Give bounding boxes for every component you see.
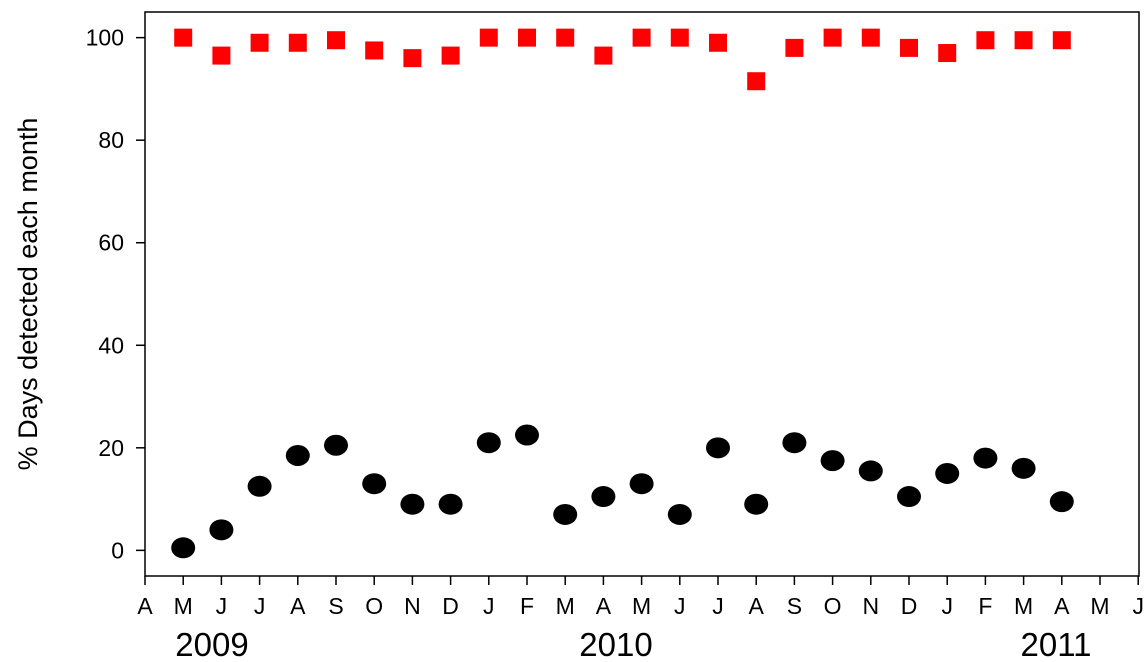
data-point-square [670,28,689,47]
data-point-circle [209,519,234,541]
data-point-square [365,41,384,60]
data-point-square [479,28,498,47]
x-month-label: A [1054,593,1070,619]
data-point-square [709,33,727,52]
x-month-label: O [824,593,842,619]
data-point-circle [400,493,425,515]
y-tick-label: 60 [98,230,124,256]
y-tick-label: 80 [98,127,124,153]
x-month-label: D [442,593,459,619]
x-year-label: 2010 [579,626,652,662]
x-month-label: D [901,593,918,619]
series-circle [171,424,1074,559]
data-point-square [785,38,804,57]
x-month-label: J [712,593,724,619]
data-point-square [861,28,880,47]
data-point-square [594,46,613,65]
data-point-square [1014,31,1033,50]
data-point-circle [667,503,692,525]
data-point-circle [553,503,578,525]
data-point-circle [629,473,654,495]
x-month-label: S [787,593,802,619]
data-point-square [632,28,651,47]
x-month-label: A [290,593,306,619]
data-point-circle [515,424,539,446]
data-point-circle [858,460,883,482]
x-month-label: M [1090,593,1109,619]
data-point-circle [438,493,463,515]
x-month-label: J [674,593,686,619]
data-point-circle [973,447,998,469]
data-point-square [747,72,766,91]
x-month-label: J [254,593,266,619]
data-point-circle [324,434,348,456]
data-point-square [938,44,957,63]
data-point-square [518,28,536,47]
x-month-label: M [174,593,193,619]
x-month-label: J [941,593,953,619]
x-month-label: A [137,593,153,619]
x-month-label: F [520,593,534,619]
data-point-square [823,28,842,47]
data-point-circle [820,450,845,472]
x-month-label: N [862,593,879,619]
x-month-label: M [632,593,651,619]
data-point-circle [935,462,960,484]
data-point-circle [171,537,196,559]
data-point-circle [897,486,921,508]
data-point-square [403,49,422,68]
x-month-label: O [365,593,383,619]
x-month-label: M [556,593,575,619]
x-month-label: S [328,593,343,619]
data-point-circle [476,432,501,454]
y-tick-label: 0 [111,537,124,563]
data-point-circle [744,493,769,515]
y-axis-title: % Days detected each month [13,118,43,471]
x-month-label: A [596,593,612,619]
x-month-label: M [1014,593,1033,619]
x-year-label: 2009 [175,626,248,662]
series-layer [171,28,1074,559]
x-year-label: 2011 [1021,626,1092,662]
data-point-circle [1011,457,1036,479]
x-month-label: A [749,593,765,619]
data-point-circle [362,473,387,495]
data-point-circle [247,475,272,497]
x-month-label: J [1132,593,1144,619]
y-tick-label: 40 [98,332,124,358]
data-point-square [288,33,307,52]
data-point-square [327,31,345,50]
data-point-square [1052,31,1071,50]
data-point-square [976,31,995,50]
data-point-circle [782,432,807,454]
data-point-circle [591,486,616,508]
data-point-square [212,46,231,65]
data-point-square [250,33,269,52]
x-month-label: J [216,593,228,619]
y-tick-label: 20 [98,435,124,461]
x-month-label: N [404,593,421,619]
data-point-circle [706,437,730,459]
data-point-square [556,28,575,47]
y-tick-label: 100 [86,25,124,51]
series-square [174,28,1071,91]
x-month-label: F [978,593,992,619]
data-point-circle [1049,491,1074,513]
y-axis: 0 20 40 60 80 100 [86,25,145,563]
data-point-square [174,28,193,47]
data-point-circle [285,445,310,467]
data-point-square [441,46,460,65]
x-month-label: J [483,593,495,619]
data-point-square [900,38,918,57]
